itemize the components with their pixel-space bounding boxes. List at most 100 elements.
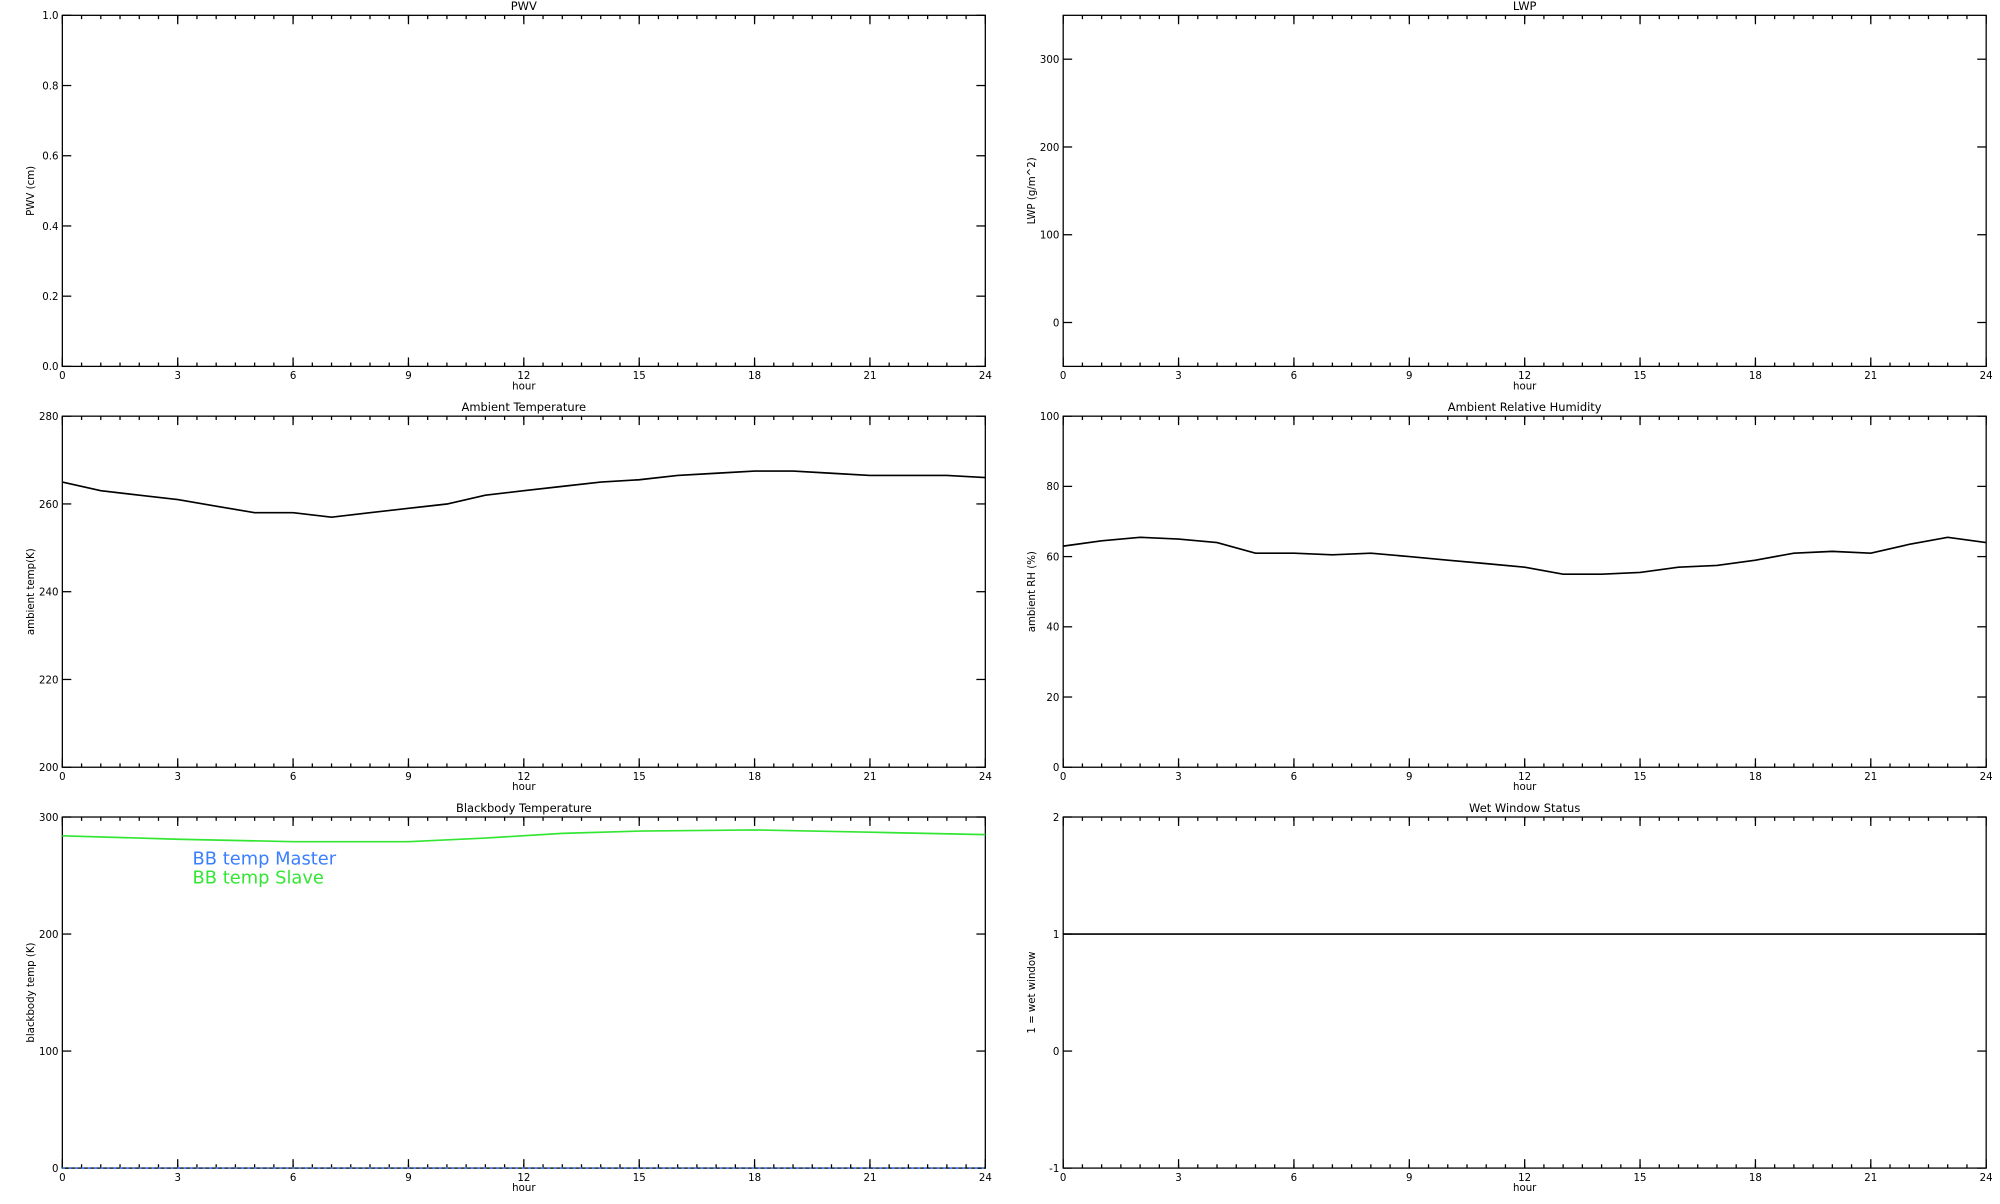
x-tick-label: 18 (1749, 1173, 1762, 1184)
y-axis-label: blackbody temp (K) (26, 942, 37, 1042)
x-tick-label: 3 (1175, 371, 1182, 382)
plot-frame (1062, 816, 1987, 1169)
x-tick-label: 24 (1980, 1173, 1993, 1184)
x-tick-label: 21 (1864, 772, 1877, 783)
chart-title: Ambient Temperature (462, 400, 587, 414)
y-tick-label: 60 (1046, 552, 1059, 563)
x-tick-label: 18 (1749, 772, 1762, 783)
chart-title: PWV (511, 0, 537, 13)
x-tick-label: 18 (748, 772, 761, 783)
x-tick-label: 18 (748, 371, 761, 382)
x-tick-label: 3 (174, 1173, 181, 1184)
x-tick-label: 9 (1406, 1173, 1413, 1184)
y-tick-label: 240 (39, 588, 58, 599)
x-axis-label: hour (1513, 782, 1537, 793)
x-tick-label: 15 (633, 772, 646, 783)
plot-frame (1062, 415, 1987, 768)
x-tick-label: 15 (1634, 772, 1647, 783)
y-tick-label: 0.0 (42, 362, 58, 373)
x-tick-label: 15 (633, 371, 646, 382)
panel: PWV hour PWV (cm) 0 3 6 9 12 15 18 21 24 0.0 0.2 0.4 0.… (26, 0, 992, 392)
y-axis-label: PWV (cm) (26, 166, 37, 216)
x-axis-label: hour (512, 1183, 536, 1194)
y-tick-label: -1 (1049, 1164, 1059, 1175)
x-axis-label: hour (1513, 381, 1537, 392)
y-tick-label: 200 (39, 763, 58, 774)
x-tick-label: 21 (863, 1173, 876, 1184)
x-tick-label: 12 (517, 772, 530, 783)
panel: Ambient Relative Humidity hour ambient RH … (1027, 400, 1993, 793)
y-tick-label: 0 (1053, 763, 1060, 774)
x-tick-label: 9 (1406, 772, 1413, 783)
x-tick-label: 6 (290, 371, 296, 382)
y-tick-label: 1 (1053, 930, 1060, 941)
y-axis-label: 1 = wet window (1027, 951, 1038, 1033)
x-tick-label: 9 (1406, 371, 1413, 382)
data-line (1063, 536, 1987, 576)
x-tick-label: 12 (517, 371, 530, 382)
y-tick-label: 300 (39, 813, 58, 824)
chart-title: Ambient Relative Humidity (1448, 400, 1602, 414)
x-tick-label: 0 (1060, 1173, 1067, 1184)
x-tick-label: 24 (1980, 371, 1993, 382)
plot-frame (61, 14, 986, 368)
x-tick-label: 6 (290, 1173, 296, 1184)
y-tick-label: 0 (1053, 1047, 1060, 1058)
x-tick-label: 3 (174, 772, 181, 783)
legend-entry: BB temp Master (193, 848, 337, 869)
y-tick-label: 0.8 (42, 81, 58, 92)
x-tick-label: 21 (1864, 1173, 1877, 1184)
x-tick-label: 0 (59, 371, 66, 382)
y-tick-label: 2 (1053, 813, 1060, 824)
x-tick-label: 24 (979, 772, 992, 783)
y-tick-label: 0 (1053, 318, 1060, 329)
x-tick-label: 9 (405, 772, 412, 783)
x-tick-label: 3 (1175, 772, 1182, 783)
y-tick-label: 260 (39, 500, 58, 511)
x-tick-label: 15 (1634, 1173, 1647, 1184)
x-tick-label: 15 (1634, 371, 1647, 382)
x-tick-label: 21 (863, 772, 876, 783)
x-tick-label: 9 (405, 1173, 412, 1184)
x-tick-label: 21 (1864, 371, 1877, 382)
y-tick-label: 20 (1046, 693, 1059, 704)
y-tick-label: 300 (1040, 55, 1059, 66)
x-tick-label: 12 (1518, 772, 1531, 783)
x-tick-label: 0 (59, 1173, 66, 1184)
x-tick-label: 3 (174, 371, 181, 382)
x-tick-label: 12 (1518, 371, 1531, 382)
y-tick-label: 80 (1046, 482, 1059, 493)
x-axis-label: hour (512, 381, 536, 392)
x-tick-label: 6 (290, 772, 296, 783)
y-axis-label: LWP (g/m^2) (1027, 157, 1038, 224)
legend-entry: BB temp Slave (193, 867, 324, 888)
x-tick-label: 12 (1518, 1173, 1531, 1184)
y-tick-label: 100 (1040, 412, 1059, 423)
x-tick-label: 6 (1291, 371, 1298, 382)
x-tick-label: 12 (517, 1173, 530, 1184)
panel: LWP hour LWP (g/m^2) 0 3 6 9 12 15 18 21 24 0 100 200 3… (1027, 0, 1993, 392)
x-tick-label: 18 (1749, 371, 1762, 382)
y-tick-label: 200 (1040, 143, 1059, 154)
x-tick-label: 0 (59, 772, 66, 783)
plot-frame (61, 415, 986, 768)
plot-frame (1062, 14, 1987, 368)
chart-title: Wet Window Status (1469, 801, 1580, 815)
x-tick-label: 21 (863, 371, 876, 382)
y-tick-label: 0 (52, 1164, 59, 1175)
chart-title: LWP (1513, 0, 1537, 13)
y-axis-label: ambient RH (%) (1027, 551, 1038, 632)
y-tick-label: 1.0 (42, 11, 58, 22)
data-line (62, 829, 986, 843)
y-tick-label: 0.2 (42, 292, 58, 303)
y-tick-label: 0.6 (42, 152, 58, 163)
x-tick-label: 6 (1291, 772, 1298, 783)
panel: Ambient Temperature hour ambient temp(K) 0 3… (26, 400, 992, 793)
x-tick-label: 0 (1060, 371, 1067, 382)
panel: Wet Window Status hour 1 = wet window 0 3 6 9 1… (1027, 801, 1993, 1194)
y-tick-label: 220 (39, 675, 58, 686)
x-tick-label: 24 (979, 371, 992, 382)
x-tick-label: 24 (979, 1173, 992, 1184)
x-tick-label: 15 (633, 1173, 646, 1184)
